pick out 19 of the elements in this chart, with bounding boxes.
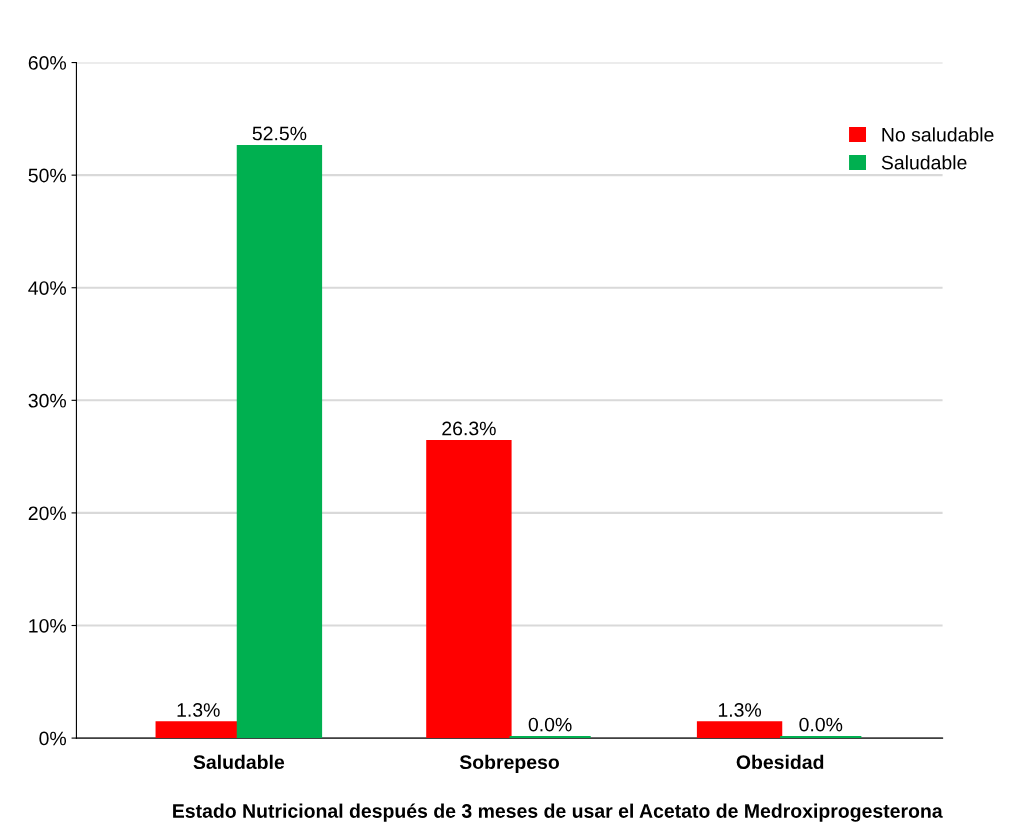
y-tick-label: 50% bbox=[28, 168, 67, 183]
data-label: 0.0% bbox=[799, 717, 843, 732]
data-label: 26.3% bbox=[442, 421, 496, 436]
x-tick-label: Sobrepeso bbox=[459, 754, 559, 773]
y-tick-label: 60% bbox=[28, 56, 67, 70]
data-label: 0.0% bbox=[528, 717, 572, 732]
legend-label: Saludable bbox=[881, 155, 967, 170]
y-tick-label: 30% bbox=[28, 393, 67, 408]
y-tick-label: 0% bbox=[39, 731, 67, 746]
legend-label: No saludable bbox=[882, 127, 994, 142]
x-axis-title: Estado Nutricional después de 3 meses de usar el Acetato de Medroxiprogesterona bbox=[173, 803, 943, 822]
y-tick-label: 40% bbox=[28, 281, 67, 295]
data-label: 52.5% bbox=[252, 126, 307, 141]
data-label: 1.3% bbox=[718, 703, 762, 717]
data-label: 1.3% bbox=[177, 703, 220, 717]
x-tick-label: Saludable bbox=[193, 754, 285, 770]
y-tick-label: 20% bbox=[28, 506, 67, 521]
x-tick-label: Obesidad bbox=[736, 754, 824, 770]
y-tick-label: 10% bbox=[29, 618, 67, 633]
